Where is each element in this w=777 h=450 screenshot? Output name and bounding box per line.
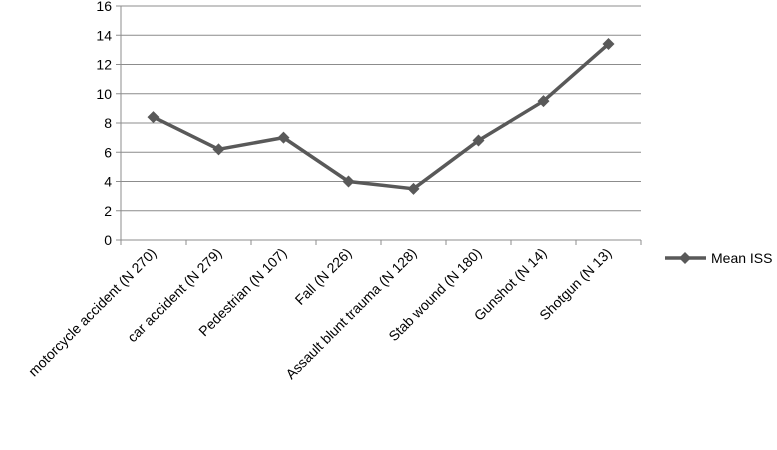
y-tick-label: 12: [96, 57, 112, 73]
legend: Mean ISS: [665, 250, 772, 266]
y-tick-label: 8: [104, 115, 112, 131]
y-tick-label: 4: [104, 174, 112, 190]
y-tick-label: 0: [104, 232, 112, 248]
y-tick-label: 10: [96, 86, 112, 102]
axes: [116, 5, 642, 245]
x-tick-labels: motorcycle accident (N 270)car accident …: [25, 245, 615, 382]
series: [147, 38, 615, 195]
data-point: [407, 182, 420, 195]
x-tick-label: Assault blunt trauma (N 128): [282, 245, 419, 382]
legend-marker-diamond: [679, 252, 691, 264]
data-point: [537, 95, 550, 108]
y-tick-label: 14: [96, 27, 112, 43]
data-point: [342, 175, 355, 188]
x-tick-label: Fall (N 226): [292, 245, 355, 308]
data-point: [472, 134, 485, 147]
series-line-mean-iss: [152, 42, 610, 191]
data-point: [212, 143, 225, 156]
y-tick-label: 16: [96, 0, 112, 14]
data-point: [602, 38, 615, 51]
y-tick-label: 6: [104, 144, 112, 160]
data-point: [277, 131, 290, 144]
y-tick-label: 2: [104, 203, 112, 219]
x-tick-label: motorcycle accident (N 270): [25, 245, 160, 380]
gridlines: [121, 5, 641, 212]
data-point: [147, 111, 160, 124]
y-tick-labels: 0 2 4 6 8 10 12 14 16: [96, 0, 112, 248]
legend-label: Mean ISS: [711, 250, 772, 266]
